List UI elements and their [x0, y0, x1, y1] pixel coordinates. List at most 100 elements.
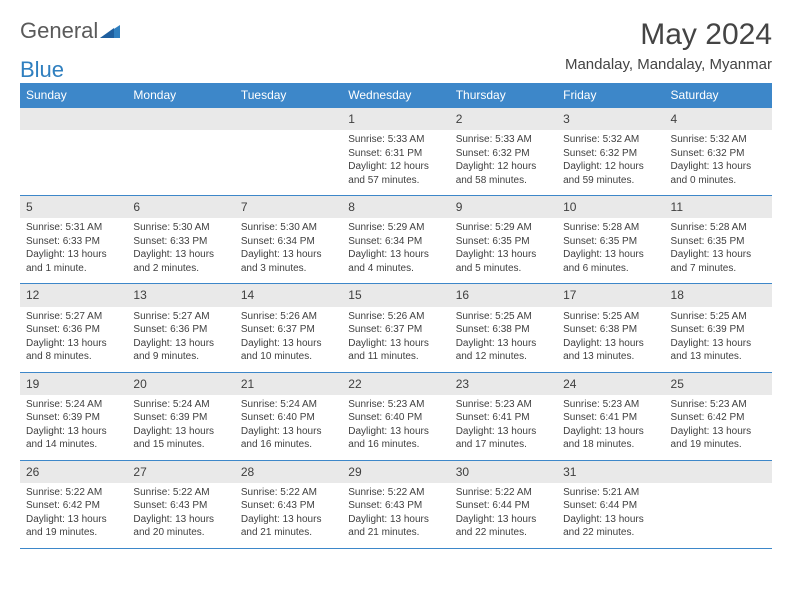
calendar-table: Sunday Monday Tuesday Wednesday Thursday… [20, 83, 772, 549]
day-number: 13 [127, 284, 234, 306]
sunset-line: Sunset: 6:38 PM [563, 323, 658, 337]
calendar-week-row: 26Sunrise: 5:22 AMSunset: 6:42 PMDayligh… [20, 460, 772, 548]
sunrise-line: Sunrise: 5:23 AM [563, 398, 658, 412]
daylight-line: Daylight: 13 hours and 5 minutes. [456, 248, 551, 275]
daylight-line: Daylight: 13 hours and 1 minute. [26, 248, 121, 275]
day-number: 11 [665, 196, 772, 218]
day-number: 23 [450, 373, 557, 395]
day-body [235, 130, 342, 190]
calendar-day-cell: 17Sunrise: 5:25 AMSunset: 6:38 PMDayligh… [557, 284, 664, 372]
sunrise-line: Sunrise: 5:23 AM [348, 398, 443, 412]
day-header: Friday [557, 83, 664, 108]
calendar-day-cell: 5Sunrise: 5:31 AMSunset: 6:33 PMDaylight… [20, 196, 127, 284]
sunset-line: Sunset: 6:33 PM [133, 235, 228, 249]
sunrise-line: Sunrise: 5:25 AM [563, 310, 658, 324]
day-number: 6 [127, 196, 234, 218]
day-number [235, 108, 342, 130]
sunset-line: Sunset: 6:44 PM [456, 499, 551, 513]
daylight-line: Daylight: 13 hours and 19 minutes. [671, 425, 766, 452]
sunset-line: Sunset: 6:43 PM [133, 499, 228, 513]
sunrise-line: Sunrise: 5:22 AM [456, 486, 551, 500]
calendar-day-cell: 27Sunrise: 5:22 AMSunset: 6:43 PMDayligh… [127, 460, 234, 548]
sunset-line: Sunset: 6:41 PM [563, 411, 658, 425]
sunset-line: Sunset: 6:40 PM [241, 411, 336, 425]
day-body: Sunrise: 5:26 AMSunset: 6:37 PMDaylight:… [342, 307, 449, 372]
day-body: Sunrise: 5:31 AMSunset: 6:33 PMDaylight:… [20, 218, 127, 283]
sunrise-line: Sunrise: 5:23 AM [456, 398, 551, 412]
daylight-line: Daylight: 13 hours and 11 minutes. [348, 337, 443, 364]
day-number: 17 [557, 284, 664, 306]
sunrise-line: Sunrise: 5:31 AM [26, 221, 121, 235]
daylight-line: Daylight: 13 hours and 0 minutes. [671, 160, 766, 187]
brand-logo-line2: Blue [20, 57, 64, 83]
daylight-line: Daylight: 13 hours and 14 minutes. [26, 425, 121, 452]
sunrise-line: Sunrise: 5:29 AM [456, 221, 551, 235]
daylight-line: Daylight: 13 hours and 19 minutes. [26, 513, 121, 540]
sunrise-line: Sunrise: 5:27 AM [133, 310, 228, 324]
daylight-line: Daylight: 13 hours and 7 minutes. [671, 248, 766, 275]
sunset-line: Sunset: 6:39 PM [26, 411, 121, 425]
day-body: Sunrise: 5:24 AMSunset: 6:39 PMDaylight:… [20, 395, 127, 460]
calendar-week-row: 1Sunrise: 5:33 AMSunset: 6:31 PMDaylight… [20, 108, 772, 196]
day-body: Sunrise: 5:32 AMSunset: 6:32 PMDaylight:… [557, 130, 664, 195]
sunrise-line: Sunrise: 5:22 AM [348, 486, 443, 500]
day-body: Sunrise: 5:22 AMSunset: 6:42 PMDaylight:… [20, 483, 127, 548]
calendar-day-cell [235, 108, 342, 196]
sunrise-line: Sunrise: 5:27 AM [26, 310, 121, 324]
sunrise-line: Sunrise: 5:25 AM [456, 310, 551, 324]
calendar-day-cell [127, 108, 234, 196]
daylight-line: Daylight: 13 hours and 18 minutes. [563, 425, 658, 452]
day-body: Sunrise: 5:24 AMSunset: 6:40 PMDaylight:… [235, 395, 342, 460]
calendar-day-cell: 24 Sunrise: 5:23 AMSunset: 6:41 PMDayligh… [557, 372, 664, 460]
calendar-day-cell: 8Sunrise: 5:29 AMSunset: 6:34 PMDaylight… [342, 196, 449, 284]
location-label: Mandalay, Mandalay, Myanmar [565, 56, 772, 73]
day-header-row: Sunday Monday Tuesday Wednesday Thursday… [20, 83, 772, 108]
sunrise-line: Sunrise: 5:24 AM [133, 398, 228, 412]
daylight-line: Daylight: 13 hours and 20 minutes. [133, 513, 228, 540]
sunset-line: Sunset: 6:39 PM [133, 411, 228, 425]
header: General May 2024 [20, 18, 772, 52]
daylight-line: Daylight: 13 hours and 3 minutes. [241, 248, 336, 275]
sunrise-line: Sunrise: 5:26 AM [348, 310, 443, 324]
sunrise-line: Sunrise: 5:25 AM [671, 310, 766, 324]
calendar-day-cell: 4Sunrise: 5:32 AMSunset: 6:32 PMDaylight… [665, 108, 772, 196]
sunrise-line: Sunrise: 5:22 AM [241, 486, 336, 500]
daylight-line: Daylight: 13 hours and 6 minutes. [563, 248, 658, 275]
day-body: Sunrise: 5:30 AMSunset: 6:33 PMDaylight:… [127, 218, 234, 283]
calendar-day-cell: 14Sunrise: 5:26 AMSunset: 6:37 PMDayligh… [235, 284, 342, 372]
day-header: Thursday [450, 83, 557, 108]
day-number: 1 [342, 108, 449, 130]
brand-part2: Blue [20, 57, 64, 83]
daylight-line: Daylight: 12 hours and 58 minutes. [456, 160, 551, 187]
calendar-day-cell: 2Sunrise: 5:33 AMSunset: 6:32 PMDaylight… [450, 108, 557, 196]
daylight-line: Daylight: 13 hours and 16 minutes. [348, 425, 443, 452]
day-body: Sunrise: 5:22 AMSunset: 6:43 PMDaylight:… [235, 483, 342, 548]
day-body: Sunrise: 5:22 AMSunset: 6:43 PMDaylight:… [342, 483, 449, 548]
day-number: 26 [20, 461, 127, 483]
calendar-day-cell: 30Sunrise: 5:22 AMSunset: 6:44 PMDayligh… [450, 460, 557, 548]
day-number: 24 [557, 373, 664, 395]
daylight-line: Daylight: 13 hours and 4 minutes. [348, 248, 443, 275]
calendar-day-cell: 28Sunrise: 5:22 AMSunset: 6:43 PMDayligh… [235, 460, 342, 548]
day-number: 5 [20, 196, 127, 218]
daylight-line: Daylight: 12 hours and 59 minutes. [563, 160, 658, 187]
sunset-line: Sunset: 6:36 PM [133, 323, 228, 337]
day-header: Saturday [665, 83, 772, 108]
day-body [20, 130, 127, 190]
sunset-line: Sunset: 6:34 PM [348, 235, 443, 249]
day-number: 30 [450, 461, 557, 483]
sunset-line: Sunset: 6:35 PM [671, 235, 766, 249]
sunset-line: Sunset: 6:32 PM [671, 147, 766, 161]
day-header: Tuesday [235, 83, 342, 108]
sunset-line: Sunset: 6:42 PM [671, 411, 766, 425]
sunset-line: Sunset: 6:37 PM [348, 323, 443, 337]
day-body: Sunrise: 5:29 AMSunset: 6:34 PMDaylight:… [342, 218, 449, 283]
day-body: Sunrise: 5:22 AMSunset: 6:44 PMDaylight:… [450, 483, 557, 548]
day-body: Sunrise: 5:27 AMSunset: 6:36 PMDaylight:… [127, 307, 234, 372]
calendar-week-row: 19Sunrise: 5:24 AMSunset: 6:39 PMDayligh… [20, 372, 772, 460]
calendar-day-cell: 12Sunrise: 5:27 AMSunset: 6:36 PMDayligh… [20, 284, 127, 372]
calendar-day-cell: 15Sunrise: 5:26 AMSunset: 6:37 PMDayligh… [342, 284, 449, 372]
sunrise-line: Sunrise: 5:24 AM [241, 398, 336, 412]
day-body: Sunrise: 5:21 AMSunset: 6:44 PMDaylight:… [557, 483, 664, 548]
brand-logo: General [20, 18, 122, 44]
